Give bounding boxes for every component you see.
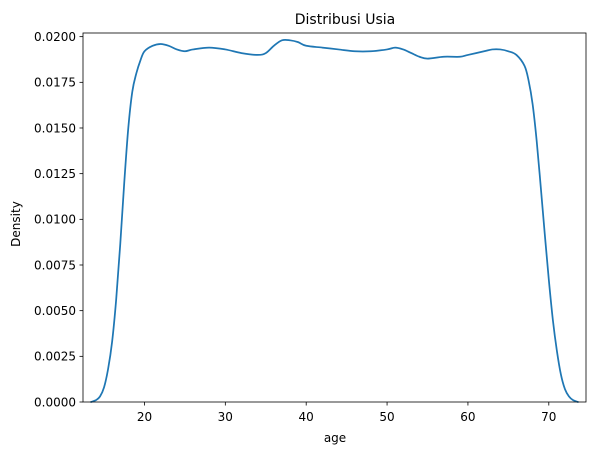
density-line — [90, 38, 579, 403]
chart-title: Distribusi Usia — [295, 12, 396, 28]
y-tick-label: 0.0175 — [34, 76, 76, 90]
x-tick-label: 60 — [460, 410, 475, 424]
y-tick-label: 0.0125 — [34, 167, 76, 181]
y-axis-ticks: 0.0000 0.0025 0.0050 0.0075 0.0100 0.0125 0.01… — [34, 30, 83, 409]
y-tick-label: 0.0025 — [34, 350, 76, 364]
y-tick-label: 0.0075 — [34, 258, 76, 272]
x-tick-label: 20 — [137, 410, 152, 424]
plot-frame — [82, 32, 587, 403]
y-axis-label: Density — [9, 201, 23, 247]
x-axis-label: age — [324, 431, 346, 445]
y-tick-label: 0.0050 — [34, 304, 76, 318]
x-tick-label: 70 — [541, 410, 556, 424]
x-tick-label: 40 — [299, 410, 314, 424]
y-tick-label: 0.0100 — [34, 213, 76, 227]
y-tick-label: 0.0150 — [34, 121, 76, 135]
x-tick-label: 50 — [379, 410, 394, 424]
y-tick-label: 0.0200 — [34, 30, 76, 44]
y-tick-label: 0.0000 — [34, 395, 76, 409]
x-axis-ticks: 20 30 40 50 60 70 — [137, 402, 556, 424]
x-tick-label: 30 — [218, 410, 233, 424]
